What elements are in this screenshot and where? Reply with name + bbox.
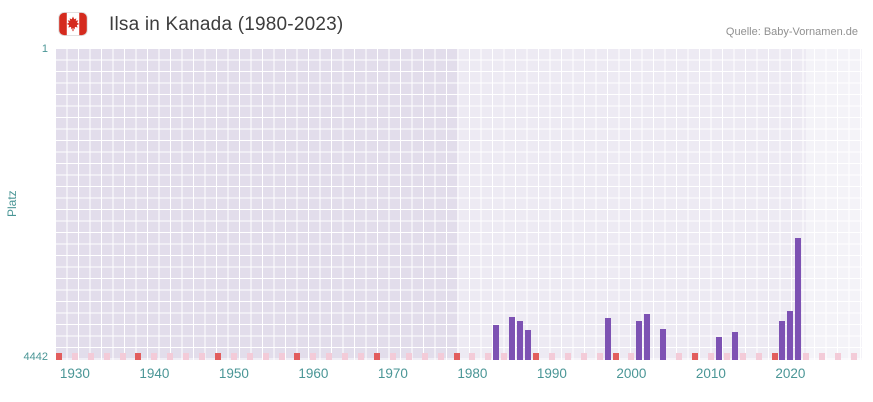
- pink-marker-1992: [564, 353, 571, 360]
- pink-marker-1934: [103, 353, 110, 360]
- pink-marker-1962: [326, 353, 333, 360]
- pink-marker-1972: [405, 353, 412, 360]
- pink-marker-2014: [739, 353, 746, 360]
- pink-marker-1960: [310, 353, 317, 360]
- x-axis-ticks: 1930 1940 1950 1960 1970 1980 1990 2000 2010 2020: [55, 366, 862, 388]
- pink-marker-1974: [421, 353, 428, 360]
- pink-marker-2028: [851, 353, 858, 360]
- red-marker-2018: [771, 353, 778, 360]
- bar-2019[interactable]: [779, 320, 786, 360]
- pink-marker-1984: [501, 353, 508, 360]
- chart-title: Ilsa in Kanada (1980-2023): [109, 14, 344, 35]
- pink-marker-2022: [803, 353, 810, 360]
- pink-marker-2016: [755, 353, 762, 360]
- pink-marker-1976: [437, 353, 444, 360]
- red-marker-1938: [135, 353, 142, 360]
- x-tick-2010: 2010: [695, 366, 726, 381]
- pink-marker-2026: [835, 353, 842, 360]
- pink-marker-1970: [389, 353, 396, 360]
- pink-marker-2006: [676, 353, 683, 360]
- bar-2001[interactable]: [636, 321, 643, 360]
- pink-marker-2024: [819, 353, 826, 360]
- canada-flag-icon: [58, 12, 88, 36]
- x-tick-1950: 1950: [218, 366, 249, 381]
- bar-1986[interactable]: [517, 321, 524, 360]
- pink-marker-1930: [71, 353, 78, 360]
- red-marker-1948: [214, 353, 221, 360]
- bar-2011[interactable]: [715, 337, 722, 360]
- bar-2021[interactable]: [795, 238, 802, 360]
- bar-2004[interactable]: [660, 328, 667, 360]
- pink-marker-1950: [230, 353, 237, 360]
- pink-marker-2010: [707, 353, 714, 360]
- y-tick-best: 1: [41, 43, 48, 55]
- x-tick-1930: 1930: [59, 366, 90, 381]
- bar-1983[interactable]: [493, 324, 500, 360]
- source-attribution: Quelle: Baby-Vornamen.de: [725, 26, 858, 38]
- x-tick-1960: 1960: [298, 366, 329, 381]
- pink-marker-1956: [278, 353, 285, 360]
- red-marker-1998: [612, 353, 619, 360]
- bar-2002[interactable]: [644, 314, 651, 360]
- y-tick-worst: 4442: [23, 351, 48, 363]
- red-marker-1988: [533, 353, 540, 360]
- pink-marker-1964: [342, 353, 349, 360]
- pink-marker-1982: [485, 353, 492, 360]
- plot-area[interactable]: [55, 48, 862, 360]
- bar-1997[interactable]: [604, 318, 611, 360]
- pink-marker-1946: [199, 353, 206, 360]
- red-marker-1928: [55, 353, 62, 360]
- red-marker-1978: [453, 353, 460, 360]
- pink-marker-1996: [596, 353, 603, 360]
- pink-marker-1994: [580, 353, 587, 360]
- y-axis-title: Platz: [5, 190, 19, 218]
- pink-marker-2000: [628, 353, 635, 360]
- pink-marker-1936: [119, 353, 126, 360]
- x-tick-1980: 1980: [457, 366, 488, 381]
- bar-1985[interactable]: [509, 317, 516, 360]
- x-tick-2000: 2000: [616, 366, 647, 381]
- x-tick-1990: 1990: [536, 366, 567, 381]
- x-tick-1940: 1940: [139, 366, 170, 381]
- pink-marker-1980: [469, 353, 476, 360]
- pink-marker-1966: [358, 353, 365, 360]
- pink-marker-2012: [723, 353, 730, 360]
- bar-1987[interactable]: [525, 329, 532, 360]
- pink-marker-1942: [167, 353, 174, 360]
- red-marker-1958: [294, 353, 301, 360]
- bar-2013[interactable]: [731, 331, 738, 360]
- recent-years-band: [806, 48, 862, 360]
- pink-marker-1940: [151, 353, 158, 360]
- x-tick-2020: 2020: [775, 366, 806, 381]
- bar-2020[interactable]: [787, 310, 794, 360]
- x-tick-1970: 1970: [377, 366, 408, 381]
- pink-marker-1944: [183, 353, 190, 360]
- pink-marker-1954: [262, 353, 269, 360]
- pink-marker-1952: [246, 353, 253, 360]
- pink-marker-1932: [87, 353, 94, 360]
- red-marker-2008: [692, 353, 699, 360]
- pink-marker-1990: [548, 353, 555, 360]
- red-marker-1968: [374, 353, 380, 360]
